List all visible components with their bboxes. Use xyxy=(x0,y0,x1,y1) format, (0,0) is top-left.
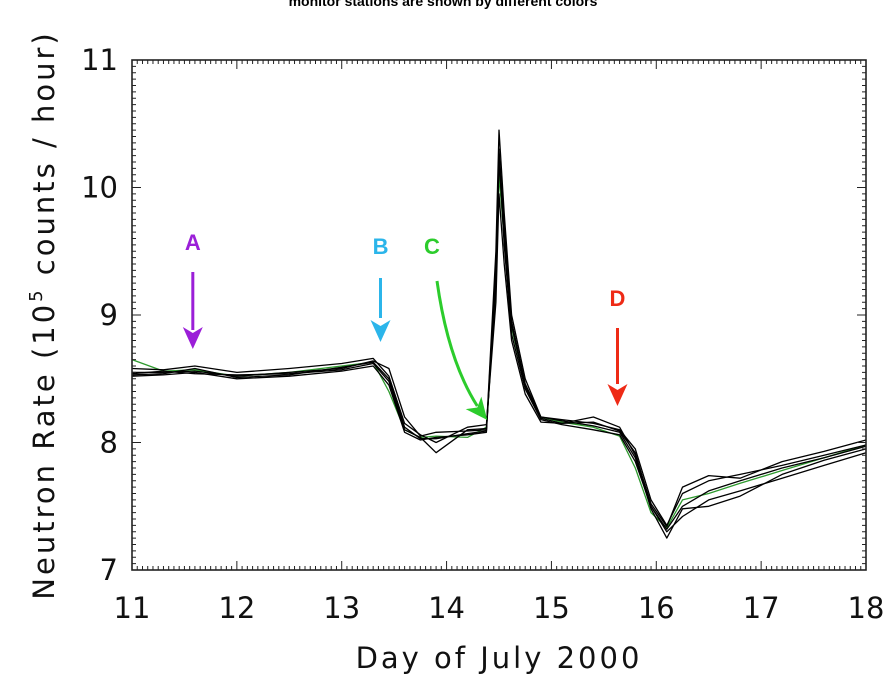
y-tick-label: 9 xyxy=(100,298,118,332)
annotation-label-c: C xyxy=(424,234,440,259)
y-axis-label: Neutron Rate (105 counts / hour) xyxy=(26,30,61,599)
chart-title: monitor stations are shown by different … xyxy=(288,0,598,9)
y-axis-label-exponent: 5 xyxy=(26,287,47,301)
y-tick-label: 7 xyxy=(100,553,118,587)
series-line-4 xyxy=(131,193,867,528)
x-tick-label: 18 xyxy=(848,591,885,625)
x-tick-label: 15 xyxy=(533,591,570,625)
x-tick-label: 11 xyxy=(114,591,151,625)
annotation-layer: A B C D xyxy=(182,230,628,420)
x-axis-label: Day of July 2000 xyxy=(356,641,643,675)
series-line-6 xyxy=(131,148,867,530)
annotation-label-b: B xyxy=(373,234,389,259)
y-tick-label: 10 xyxy=(81,171,118,205)
arrow-head xyxy=(182,327,203,349)
annotation-label-a: A xyxy=(185,230,201,255)
y-axis-label-suffix: counts / hour) xyxy=(27,30,61,287)
series-line-2 xyxy=(132,129,867,527)
x-tick-label: 13 xyxy=(323,591,360,625)
y-axis-label-prefix: Neutron Rate (10 xyxy=(27,302,61,600)
series-line-5 xyxy=(131,161,867,539)
series-line-1 xyxy=(131,174,867,529)
tick-layer: 11 12 13 14 15 16 17 18 7 8 9 10 11 xyxy=(81,43,884,625)
series-line-3 xyxy=(131,154,867,533)
x-tick-label: 17 xyxy=(743,591,780,625)
arrow-head xyxy=(370,320,391,342)
arrow-head xyxy=(607,384,628,406)
x-tick-label: 12 xyxy=(218,591,255,625)
annotation-label-d: D xyxy=(610,286,626,311)
series-layer xyxy=(131,129,867,539)
arrow-head xyxy=(465,396,488,420)
x-tick-label: 14 xyxy=(428,591,465,625)
x-tick-label: 16 xyxy=(638,591,675,625)
y-tick-label: 8 xyxy=(100,426,118,460)
annotation-arrow-c xyxy=(435,280,479,407)
y-tick-label: 11 xyxy=(81,43,118,77)
